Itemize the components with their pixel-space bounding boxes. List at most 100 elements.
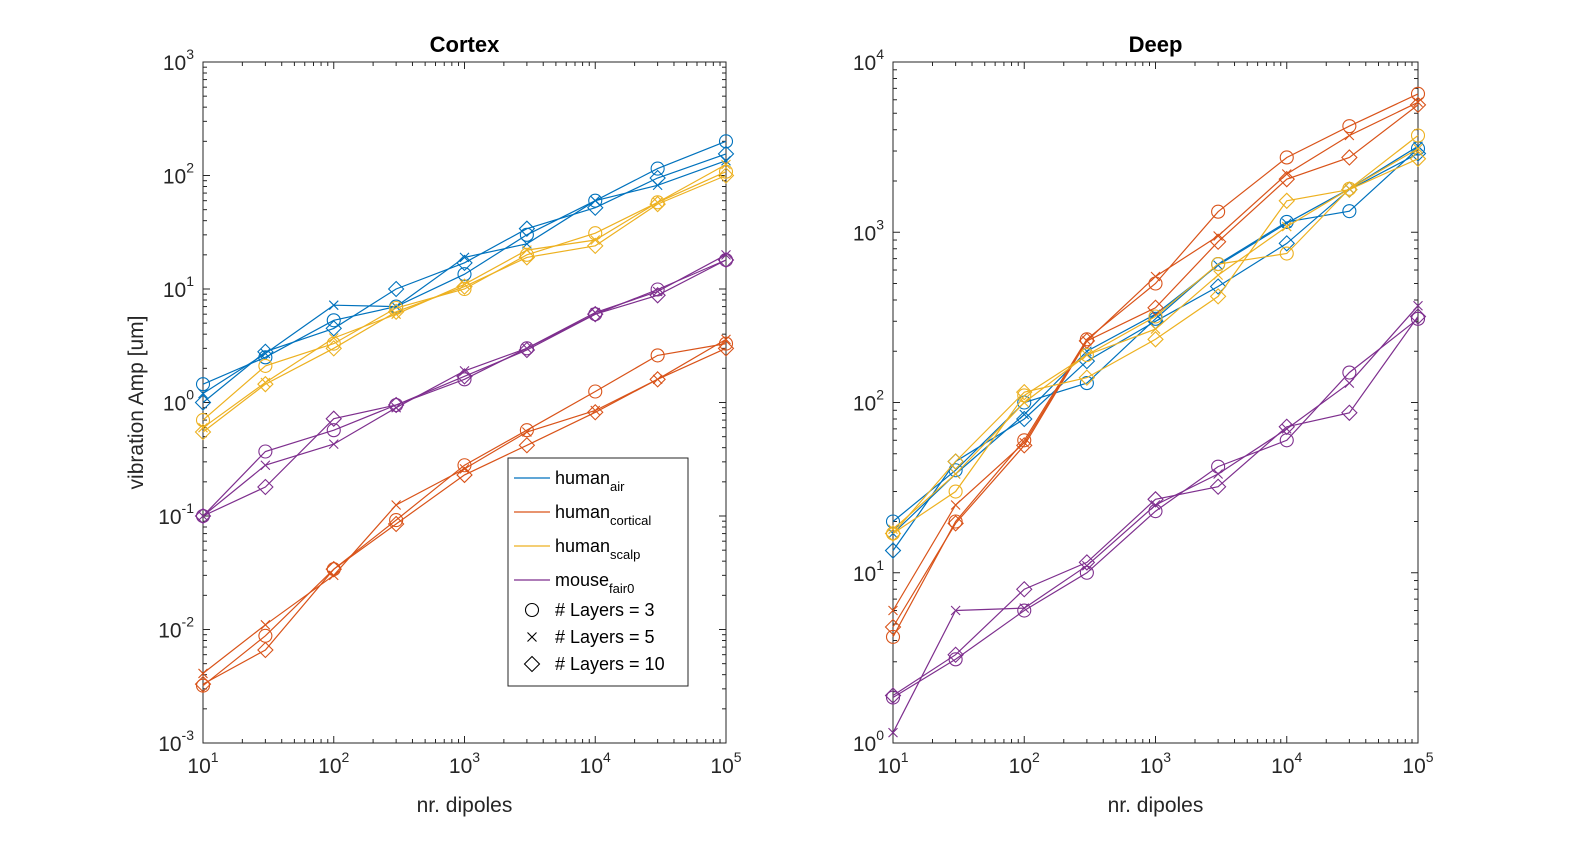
x-tick-label: 104 xyxy=(1271,749,1302,778)
data-point xyxy=(459,464,470,474)
data-point xyxy=(1409,150,1427,168)
data-point xyxy=(950,500,961,510)
data-point xyxy=(260,619,271,630)
data-point xyxy=(325,410,343,427)
x-tick-label-base: 10 xyxy=(1402,755,1425,778)
legend-label-base: human xyxy=(555,502,610,522)
data-point xyxy=(650,348,665,363)
x-tick-label-exponent: 3 xyxy=(472,749,480,765)
x-axis-label: nr. dipoles xyxy=(1108,794,1204,817)
data-point xyxy=(257,375,274,393)
legend-label-base: mouse xyxy=(555,570,609,590)
data-point xyxy=(590,235,601,245)
legend-label-base: human xyxy=(555,468,610,488)
data-point xyxy=(195,377,211,392)
data-point xyxy=(1078,369,1096,386)
series-line xyxy=(892,318,1419,699)
data-point xyxy=(518,249,536,266)
data-point xyxy=(1015,437,1033,454)
data-point xyxy=(456,368,473,385)
y-tick-label-base: 10 xyxy=(158,733,181,756)
x-tick-label-exponent: 1 xyxy=(901,749,909,765)
y-tick-label-exponent: 0 xyxy=(186,387,194,403)
series-mouse-fair0-layers-10 xyxy=(884,308,1427,704)
series-line xyxy=(202,160,727,395)
series-line xyxy=(202,140,727,385)
x-tick-label: 102 xyxy=(1009,749,1040,778)
series-human-scalp-layers-5 xyxy=(198,159,731,433)
data-point xyxy=(1015,580,1033,598)
data-point xyxy=(1341,404,1358,422)
data-point xyxy=(721,249,731,260)
data-point xyxy=(260,460,271,471)
series-human-cortical-layers-10 xyxy=(194,340,735,693)
y-tick-label: 103 xyxy=(163,46,194,75)
data-point xyxy=(888,524,898,535)
data-point xyxy=(1341,149,1358,166)
y-tick-label: 103 xyxy=(853,216,884,245)
data-point xyxy=(1017,603,1032,618)
y-tick-label-base: 10 xyxy=(853,393,876,416)
series-line xyxy=(202,259,727,517)
data-point xyxy=(1148,309,1163,324)
data-point xyxy=(194,507,212,525)
series-human-air-layers-3 xyxy=(885,141,1426,529)
data-point xyxy=(1413,143,1423,154)
x-tick-label-base: 10 xyxy=(1271,755,1294,778)
series-line xyxy=(892,158,1419,534)
legend-label-human-scalp: humanscalp xyxy=(555,536,640,562)
data-point xyxy=(1150,324,1161,334)
data-point xyxy=(198,388,208,399)
data-point xyxy=(1213,469,1224,479)
y-tick-label-base: 10 xyxy=(163,52,186,75)
data-point xyxy=(650,161,665,176)
data-point xyxy=(391,402,402,413)
data-point xyxy=(947,646,964,664)
x-tick-label-exponent: 1 xyxy=(211,749,219,765)
data-point xyxy=(721,159,731,170)
data-point xyxy=(195,413,211,428)
data-point xyxy=(1147,331,1164,348)
data-point xyxy=(1342,119,1357,134)
data-point xyxy=(326,336,341,351)
data-point xyxy=(1278,170,1296,188)
series-line xyxy=(202,153,727,403)
series-line xyxy=(892,305,1419,733)
data-point xyxy=(328,333,339,343)
data-point xyxy=(1019,397,1030,408)
legend-marker-diamond xyxy=(523,655,541,673)
data-point xyxy=(198,668,208,679)
y-tick-label-base: 10 xyxy=(163,279,186,302)
series-human-cortical-layers-3 xyxy=(885,86,1426,644)
legend: humanairhumancorticalhumanscalpmousefair… xyxy=(507,457,689,687)
data-point xyxy=(1209,288,1227,305)
series-line xyxy=(202,343,727,687)
legend-marker-circle xyxy=(524,602,540,618)
x-tick-label: 104 xyxy=(580,749,611,778)
data-point xyxy=(947,453,964,470)
data-point xyxy=(1409,96,1427,114)
data-point xyxy=(884,525,902,542)
data-point xyxy=(1413,97,1423,108)
x-tick-label-base: 10 xyxy=(187,755,210,778)
y-tick-label-base: 10 xyxy=(853,563,876,586)
data-point xyxy=(650,282,665,297)
legend-label-diamond: # Layers = 10 xyxy=(555,654,665,674)
series-line xyxy=(892,152,1419,551)
data-point xyxy=(588,307,603,322)
series-line xyxy=(202,163,727,429)
data-point xyxy=(387,303,405,321)
data-point xyxy=(1344,130,1355,141)
data-point xyxy=(1278,418,1296,436)
y-tick-label: 104 xyxy=(853,46,884,75)
data-point xyxy=(459,252,470,263)
y-tick-label-exponent: 1 xyxy=(186,273,194,289)
data-point xyxy=(1211,459,1226,474)
data-point xyxy=(328,300,339,311)
series-human-cortical-layers-10 xyxy=(884,96,1427,636)
data-point xyxy=(948,514,963,529)
data-point xyxy=(194,394,212,411)
data-point xyxy=(950,469,961,479)
data-point xyxy=(387,515,405,533)
data-point xyxy=(586,404,604,421)
